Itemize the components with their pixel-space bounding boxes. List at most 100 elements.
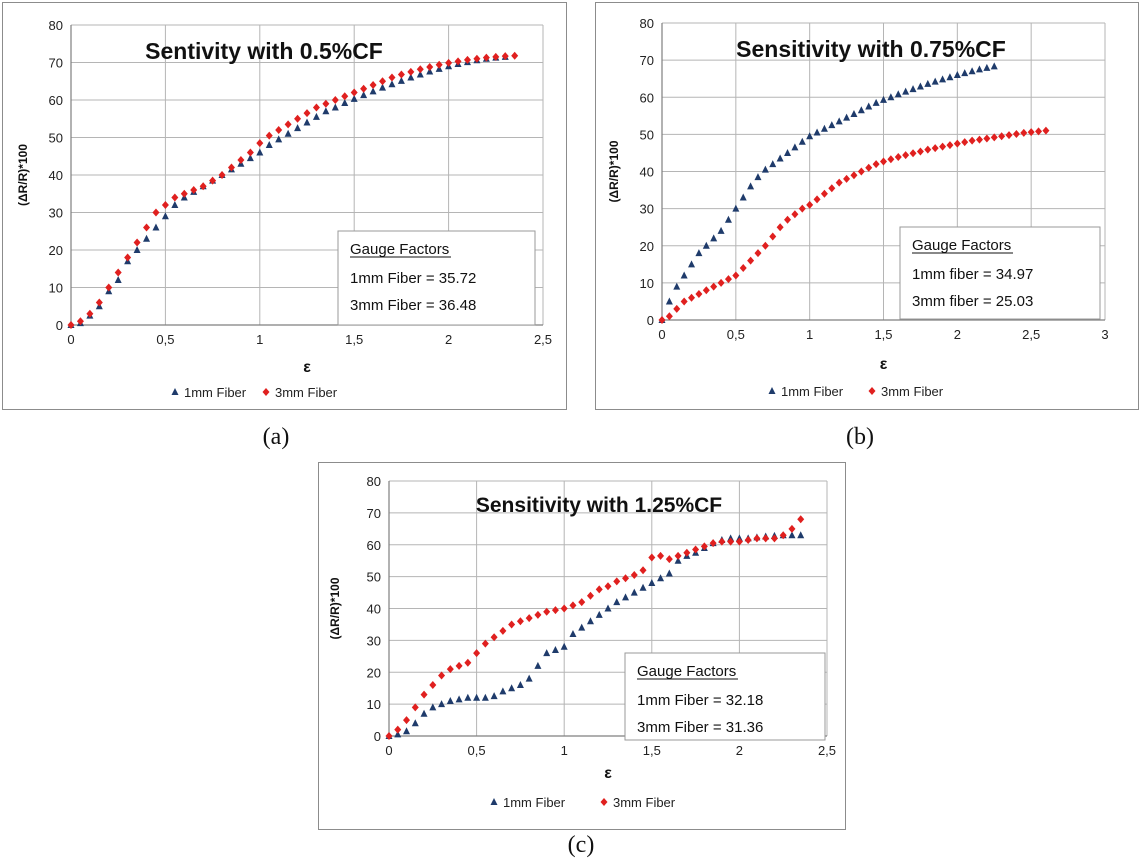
x-tick-label: 0,5 [156, 332, 174, 347]
data-point-3mm [732, 271, 740, 280]
data-point-1mm [835, 117, 843, 125]
data-point-3mm [397, 70, 405, 79]
gauge-factor-3mm: 3mm fiber = 25.03 [912, 293, 1033, 310]
data-point-1mm [586, 617, 594, 625]
data-point-1mm [499, 687, 507, 695]
data-point-3mm [490, 633, 498, 642]
data-point-1mm [953, 70, 961, 78]
data-point-3mm [152, 208, 160, 217]
data-point-3mm [983, 134, 991, 143]
data-point-3mm [595, 585, 603, 594]
data-point-1mm [961, 69, 969, 77]
data-point-1mm [769, 160, 777, 168]
data-point-3mm [209, 176, 217, 185]
data-point-1mm [525, 674, 533, 682]
data-point-3mm [569, 601, 577, 610]
gauge-factors-box: Gauge Factors 1mm fiber = 34.97 3mm fiber … [899, 226, 1101, 320]
legend-label-3mm: 3mm Fiber [275, 385, 338, 400]
x-tick-label: 0 [658, 327, 665, 342]
data-point-3mm [508, 620, 516, 629]
data-point-3mm [788, 524, 796, 533]
y-tick-label: 0 [56, 318, 63, 333]
data-point-3mm [578, 598, 586, 607]
data-point-1mm [407, 73, 415, 81]
data-point-3mm [968, 136, 976, 145]
data-point-1mm [946, 73, 954, 81]
data-point-3mm [648, 553, 656, 562]
data-point-1mm [379, 83, 387, 91]
caption-a: (a) [262, 424, 290, 450]
data-point-1mm [397, 76, 405, 84]
y-tick-label: 30 [367, 633, 381, 648]
data-point-1mm [939, 75, 947, 83]
data-point-1mm [416, 70, 424, 78]
data-point-3mm [769, 232, 777, 241]
data-point-1mm [680, 271, 688, 279]
data-point-3mm [762, 534, 770, 543]
y-tick-label: 10 [367, 697, 381, 712]
y-tick-label: 50 [49, 131, 63, 146]
data-point-3mm [990, 133, 998, 142]
legend-marker-3mm [868, 387, 876, 395]
data-point-1mm [850, 109, 858, 117]
data-point-3mm [322, 99, 330, 108]
data-point-1mm [657, 574, 665, 582]
legend-label-3mm: 3mm Fiber [881, 384, 944, 399]
data-point-3mm [813, 195, 821, 204]
chart-title: Sensitivity with 1.25%CF [476, 494, 722, 517]
data-point-3mm [171, 193, 179, 202]
y-tick-label: 20 [640, 239, 654, 254]
data-point-3mm [798, 204, 806, 213]
data-point-3mm [435, 60, 443, 69]
data-point-3mm [806, 200, 814, 209]
data-point-1mm [665, 297, 673, 305]
x-tick-label: 1 [806, 327, 813, 342]
y-tick-label: 40 [640, 165, 654, 180]
y-tick-label: 80 [640, 16, 654, 31]
data-point-3mm [718, 537, 726, 546]
data-point-3mm [604, 582, 612, 591]
data-point-1mm [639, 583, 647, 591]
data-point-3mm [426, 63, 434, 71]
data-point-1mm [473, 693, 481, 701]
chart-panel-a: 0 10 20 30 40 50 60 70 80 0 0,5 1 1,5 2 2,5 (ΔR/R)*100 ε… [2, 2, 567, 410]
data-point-3mm [133, 238, 141, 247]
gauge-factors-frame [337, 230, 536, 326]
data-point-3mm [124, 253, 132, 262]
data-point-3mm [630, 571, 638, 580]
chart-panel-c: 0 10 20 30 40 50 60 70 80 0 0,5 1 1,5 2 2,5 (ΔR/R)*100 ε… [318, 462, 846, 830]
data-point-1mm [394, 730, 402, 738]
y-tick-label: 70 [367, 506, 381, 521]
data-point-1mm [902, 87, 910, 95]
data-point-3mm [753, 534, 761, 543]
data-point-3mm [407, 67, 415, 76]
data-point-1mm [143, 234, 151, 242]
legend-marker-1mm [490, 798, 498, 805]
data-point-3mm [455, 661, 463, 670]
data-point-3mm [776, 223, 784, 232]
data-point-1mm [246, 154, 254, 162]
y-tick-label: 30 [49, 206, 63, 221]
data-point-1mm [275, 135, 283, 143]
legend-marker-3mm [262, 388, 270, 396]
y-tick-label: 10 [49, 281, 63, 296]
data-point-3mm [998, 132, 1006, 141]
data-point-3mm [331, 96, 339, 104]
data-point-3mm [683, 548, 691, 557]
data-point-3mm [688, 293, 696, 302]
data-point-1mm [446, 696, 454, 704]
data-point-3mm [516, 617, 524, 626]
data-point-3mm [744, 535, 752, 544]
data-point-3mm [341, 92, 349, 101]
data-point-3mm [724, 275, 732, 284]
data-point-1mm [857, 106, 865, 114]
data-point-1mm [294, 124, 302, 132]
data-point-1mm [754, 173, 762, 181]
data-point-3mm [657, 551, 665, 560]
data-point-3mm [939, 142, 947, 151]
data-point-3mm [463, 55, 471, 64]
series-1mm-fiber [658, 62, 998, 323]
data-point-1mm [784, 148, 792, 156]
data-point-1mm [931, 77, 939, 85]
data-point-3mm [473, 54, 481, 63]
